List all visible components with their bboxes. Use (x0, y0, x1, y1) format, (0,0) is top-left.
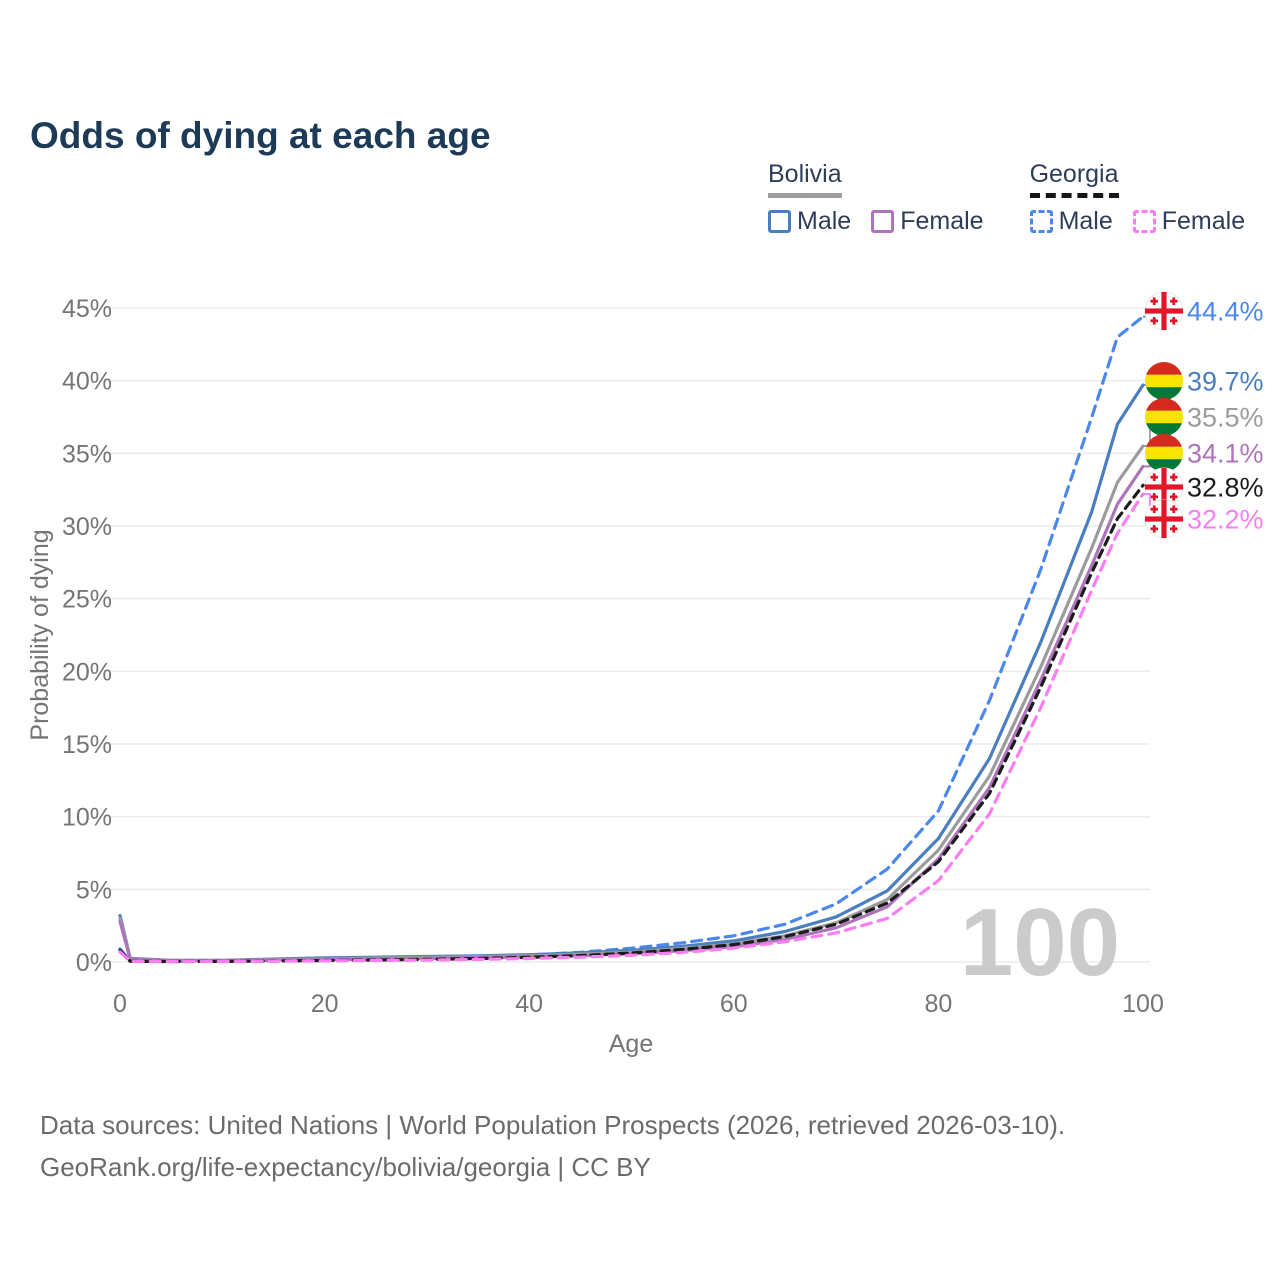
legend-group-georgia: Georgia Male Female (1029, 160, 1246, 236)
source-attribution: Data sources: United Nations | World Pop… (40, 1104, 1065, 1188)
page-title: Odds of dying at each age (30, 114, 491, 156)
georgia-flag-icon (1144, 467, 1184, 507)
y-tick-label-40: 40% (62, 368, 112, 396)
georgia-flag-icon (1144, 499, 1184, 539)
legend-country-bolivia-label: Bolivia (768, 160, 842, 188)
legend-country-bolivia[interactable]: Bolivia (768, 160, 842, 198)
legend-country-georgia[interactable]: Georgia (1029, 160, 1119, 198)
end-label-value-georgia-female: 32.2% (1187, 505, 1264, 535)
y-tick-label-0: 0% (76, 949, 112, 977)
georgia-female-line-swatch (1132, 210, 1156, 233)
y-tick-label-45: 45% (62, 295, 112, 323)
end-label-value-georgia-male: 44.4% (1187, 297, 1264, 327)
x-axis-title: Age (609, 1030, 653, 1058)
end-label-value-georgia-both-sexes: 32.8% (1187, 473, 1264, 503)
x-tick-label-80: 80 (924, 990, 952, 1018)
bolivia-flag-icon (1145, 398, 1183, 436)
data-sources-line: Data sources: United Nations | World Pop… (40, 1110, 1066, 1140)
x-tick-label-40: 40 (515, 990, 543, 1018)
y-tick-label-10: 10% (62, 804, 112, 832)
georgia-male-line-swatch (1029, 210, 1053, 233)
series-line-georgia-female (118, 492, 1145, 964)
georank-url-line: GeoRank.org/life-expectancy/bolivia/geor… (40, 1152, 651, 1182)
y-axis-title: Probability of dying (26, 529, 54, 740)
legend-country-georgia-label: Georgia (1029, 160, 1119, 188)
legend: Bolivia Male Female Georgia Male (768, 160, 1245, 236)
legend-item-bolivia-female-label: Female (900, 207, 984, 235)
bolivia-flag-icon (1145, 434, 1183, 472)
legend-item-georgia-male-label: Male (1058, 207, 1113, 235)
georgia-dashed-line-swatch (1029, 193, 1119, 198)
legend-item-georgia-female-label: Female (1161, 207, 1246, 235)
end-label-value-bolivia-both-sexes: 35.5% (1187, 403, 1264, 433)
x-tick-label-0: 0 (113, 990, 127, 1018)
y-tick-label-35: 35% (62, 440, 112, 468)
legend-item-bolivia-male[interactable]: Male (768, 207, 851, 236)
age-counter-watermark: 100 (960, 889, 1120, 996)
end-label-value-bolivia-male: 39.7% (1187, 367, 1264, 397)
y-tick-label-30: 30% (62, 513, 112, 541)
x-tick-label-20: 20 (311, 990, 339, 1018)
legend-item-georgia-male[interactable]: Male (1029, 207, 1113, 236)
mortality-line-chart: 0% 5% 10% 15% 20% 25% 30% 35% 40% 45% 0 20 40 60 80 100… (26, 291, 1264, 1058)
y-tick-label-25: 25% (62, 586, 112, 614)
bolivia-male-line-swatch (768, 210, 791, 233)
legend-item-bolivia-female[interactable]: Female (871, 207, 984, 236)
end-label-value-bolivia-female: 34.1% (1187, 439, 1264, 469)
x-tick-label-100: 100 (1122, 990, 1164, 1018)
bolivia-solid-line-swatch (768, 193, 842, 198)
bolivia-female-line-swatch (871, 210, 895, 233)
y-tick-label-20: 20% (62, 658, 112, 686)
x-tick-label-60: 60 (720, 990, 748, 1018)
legend-item-georgia-female[interactable]: Female (1132, 207, 1246, 236)
bolivia-flag-icon (1145, 362, 1183, 400)
series-line-georgia-male (118, 315, 1145, 964)
y-tick-label-5: 5% (76, 876, 112, 904)
legend-item-bolivia-male-label: Male (797, 207, 852, 235)
georgia-flag-icon (1144, 291, 1184, 331)
series-line-bolivia-female (118, 464, 1145, 963)
y-tick-label-15: 15% (62, 731, 112, 759)
legend-group-bolivia: Bolivia Male Female (768, 160, 984, 236)
series-line-bolivia-male (118, 383, 1145, 962)
